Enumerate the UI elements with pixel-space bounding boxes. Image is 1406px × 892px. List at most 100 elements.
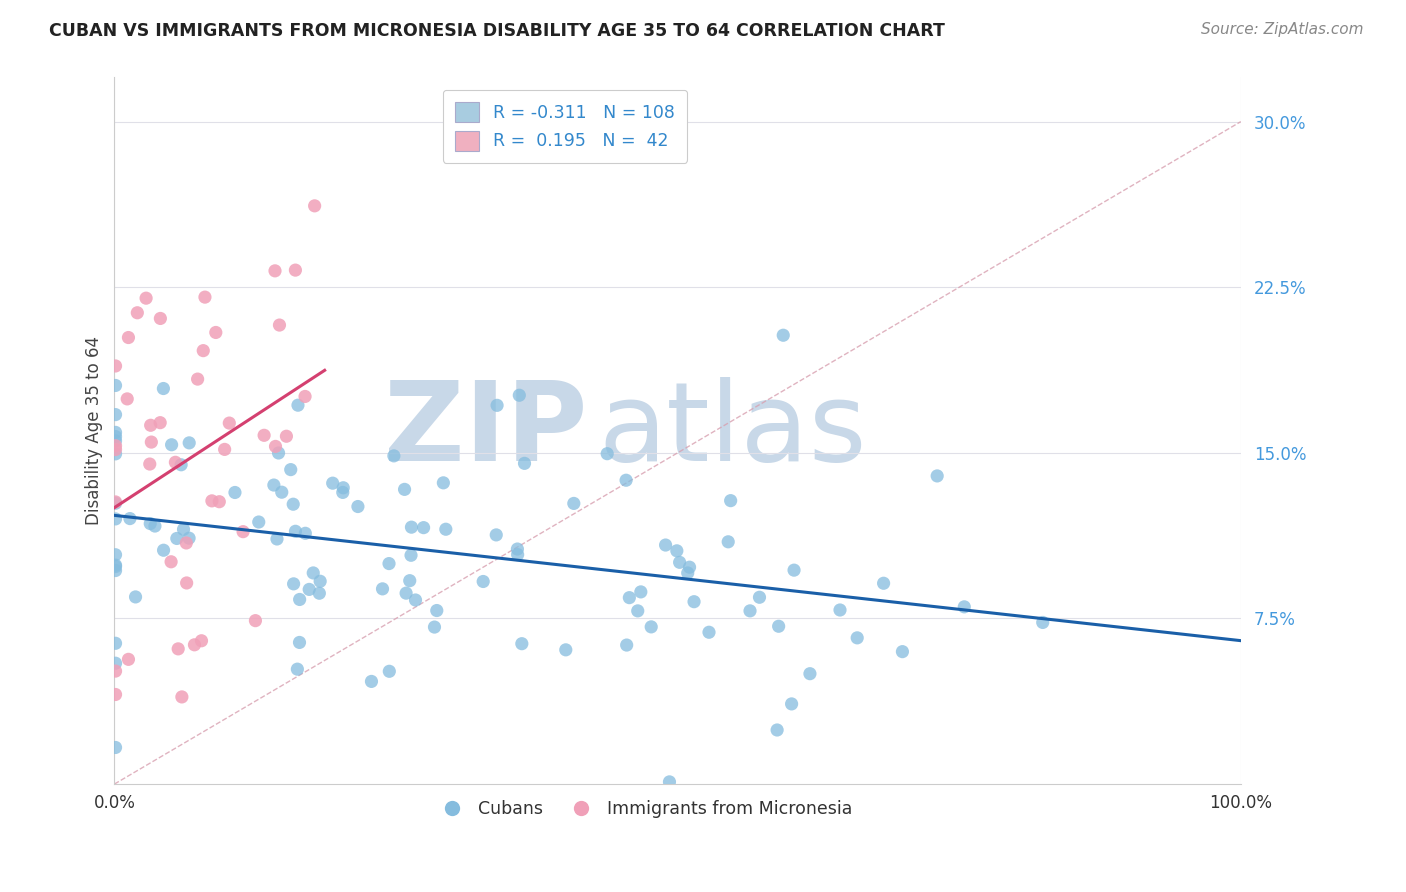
Point — [253, 428, 276, 442]
Point — [382, 449, 405, 463]
Point — [294, 526, 316, 541]
Point — [766, 723, 789, 737]
Point — [378, 665, 401, 679]
Point — [304, 199, 326, 213]
Point — [170, 690, 193, 704]
Point — [668, 555, 690, 569]
Point — [953, 599, 976, 614]
Point — [270, 485, 292, 500]
Point — [596, 447, 619, 461]
Point — [405, 593, 427, 607]
Point — [104, 559, 127, 574]
Point — [508, 388, 530, 402]
Point — [398, 574, 420, 588]
Point — [401, 520, 423, 534]
Point — [104, 558, 127, 573]
Point — [1032, 615, 1054, 630]
Point — [506, 542, 529, 557]
Point — [665, 544, 688, 558]
Point — [738, 604, 761, 618]
Point — [371, 582, 394, 596]
Point — [187, 372, 209, 386]
Point — [104, 439, 127, 453]
Text: CUBAN VS IMMIGRANTS FROM MICRONESIA DISABILITY AGE 35 TO 64 CORRELATION CHART: CUBAN VS IMMIGRANTS FROM MICRONESIA DISA… — [49, 22, 945, 40]
Point — [170, 458, 193, 472]
Text: atlas: atlas — [599, 377, 868, 484]
Point — [167, 641, 190, 656]
Point — [173, 522, 195, 536]
Point — [697, 625, 720, 640]
Point — [506, 548, 529, 562]
Point — [269, 318, 291, 332]
Point — [276, 429, 298, 443]
Point — [614, 473, 637, 487]
Point — [214, 442, 236, 457]
Point — [264, 439, 287, 453]
Text: ZIP: ZIP — [384, 377, 588, 484]
Point — [360, 674, 382, 689]
Point — [513, 456, 536, 470]
Point — [828, 603, 851, 617]
Point — [104, 564, 127, 578]
Point — [717, 534, 740, 549]
Point — [193, 343, 215, 358]
Point — [176, 536, 198, 550]
Point — [160, 555, 183, 569]
Point — [152, 382, 174, 396]
Point — [141, 435, 163, 450]
Point — [284, 524, 307, 539]
Point — [104, 429, 127, 443]
Point — [630, 585, 652, 599]
Point — [176, 576, 198, 591]
Point — [179, 435, 201, 450]
Point — [640, 620, 662, 634]
Point — [287, 662, 309, 676]
Point — [104, 359, 127, 373]
Point — [423, 620, 446, 634]
Point — [245, 614, 267, 628]
Point — [302, 566, 325, 580]
Point — [104, 688, 127, 702]
Point — [208, 494, 231, 508]
Point — [378, 557, 401, 571]
Point — [872, 576, 894, 591]
Point — [288, 592, 311, 607]
Point — [143, 519, 166, 533]
Point — [627, 604, 650, 618]
Point — [284, 263, 307, 277]
Point — [298, 582, 321, 597]
Point — [927, 469, 949, 483]
Point — [426, 603, 449, 617]
Point — [347, 500, 370, 514]
Point — [104, 442, 127, 457]
Point — [104, 447, 127, 461]
Point — [768, 619, 790, 633]
Point — [676, 566, 699, 580]
Point — [247, 515, 270, 529]
Point — [224, 485, 246, 500]
Point — [322, 476, 344, 491]
Point — [619, 591, 641, 605]
Point — [799, 666, 821, 681]
Point — [678, 560, 700, 574]
Point — [780, 697, 803, 711]
Point — [165, 455, 187, 469]
Point — [115, 392, 138, 406]
Point — [264, 264, 287, 278]
Point — [267, 446, 290, 460]
Point — [177, 531, 200, 545]
Point — [104, 496, 127, 510]
Point — [104, 512, 127, 526]
Text: Source: ZipAtlas.com: Source: ZipAtlas.com — [1201, 22, 1364, 37]
Point — [562, 496, 585, 510]
Point — [510, 637, 533, 651]
Point — [104, 434, 127, 448]
Point — [432, 475, 454, 490]
Point — [194, 290, 217, 304]
Point — [124, 590, 146, 604]
Point — [654, 538, 676, 552]
Point — [554, 643, 576, 657]
Point — [266, 532, 288, 546]
Point — [152, 543, 174, 558]
Legend: Cubans, Immigrants from Micronesia: Cubans, Immigrants from Micronesia — [427, 793, 860, 825]
